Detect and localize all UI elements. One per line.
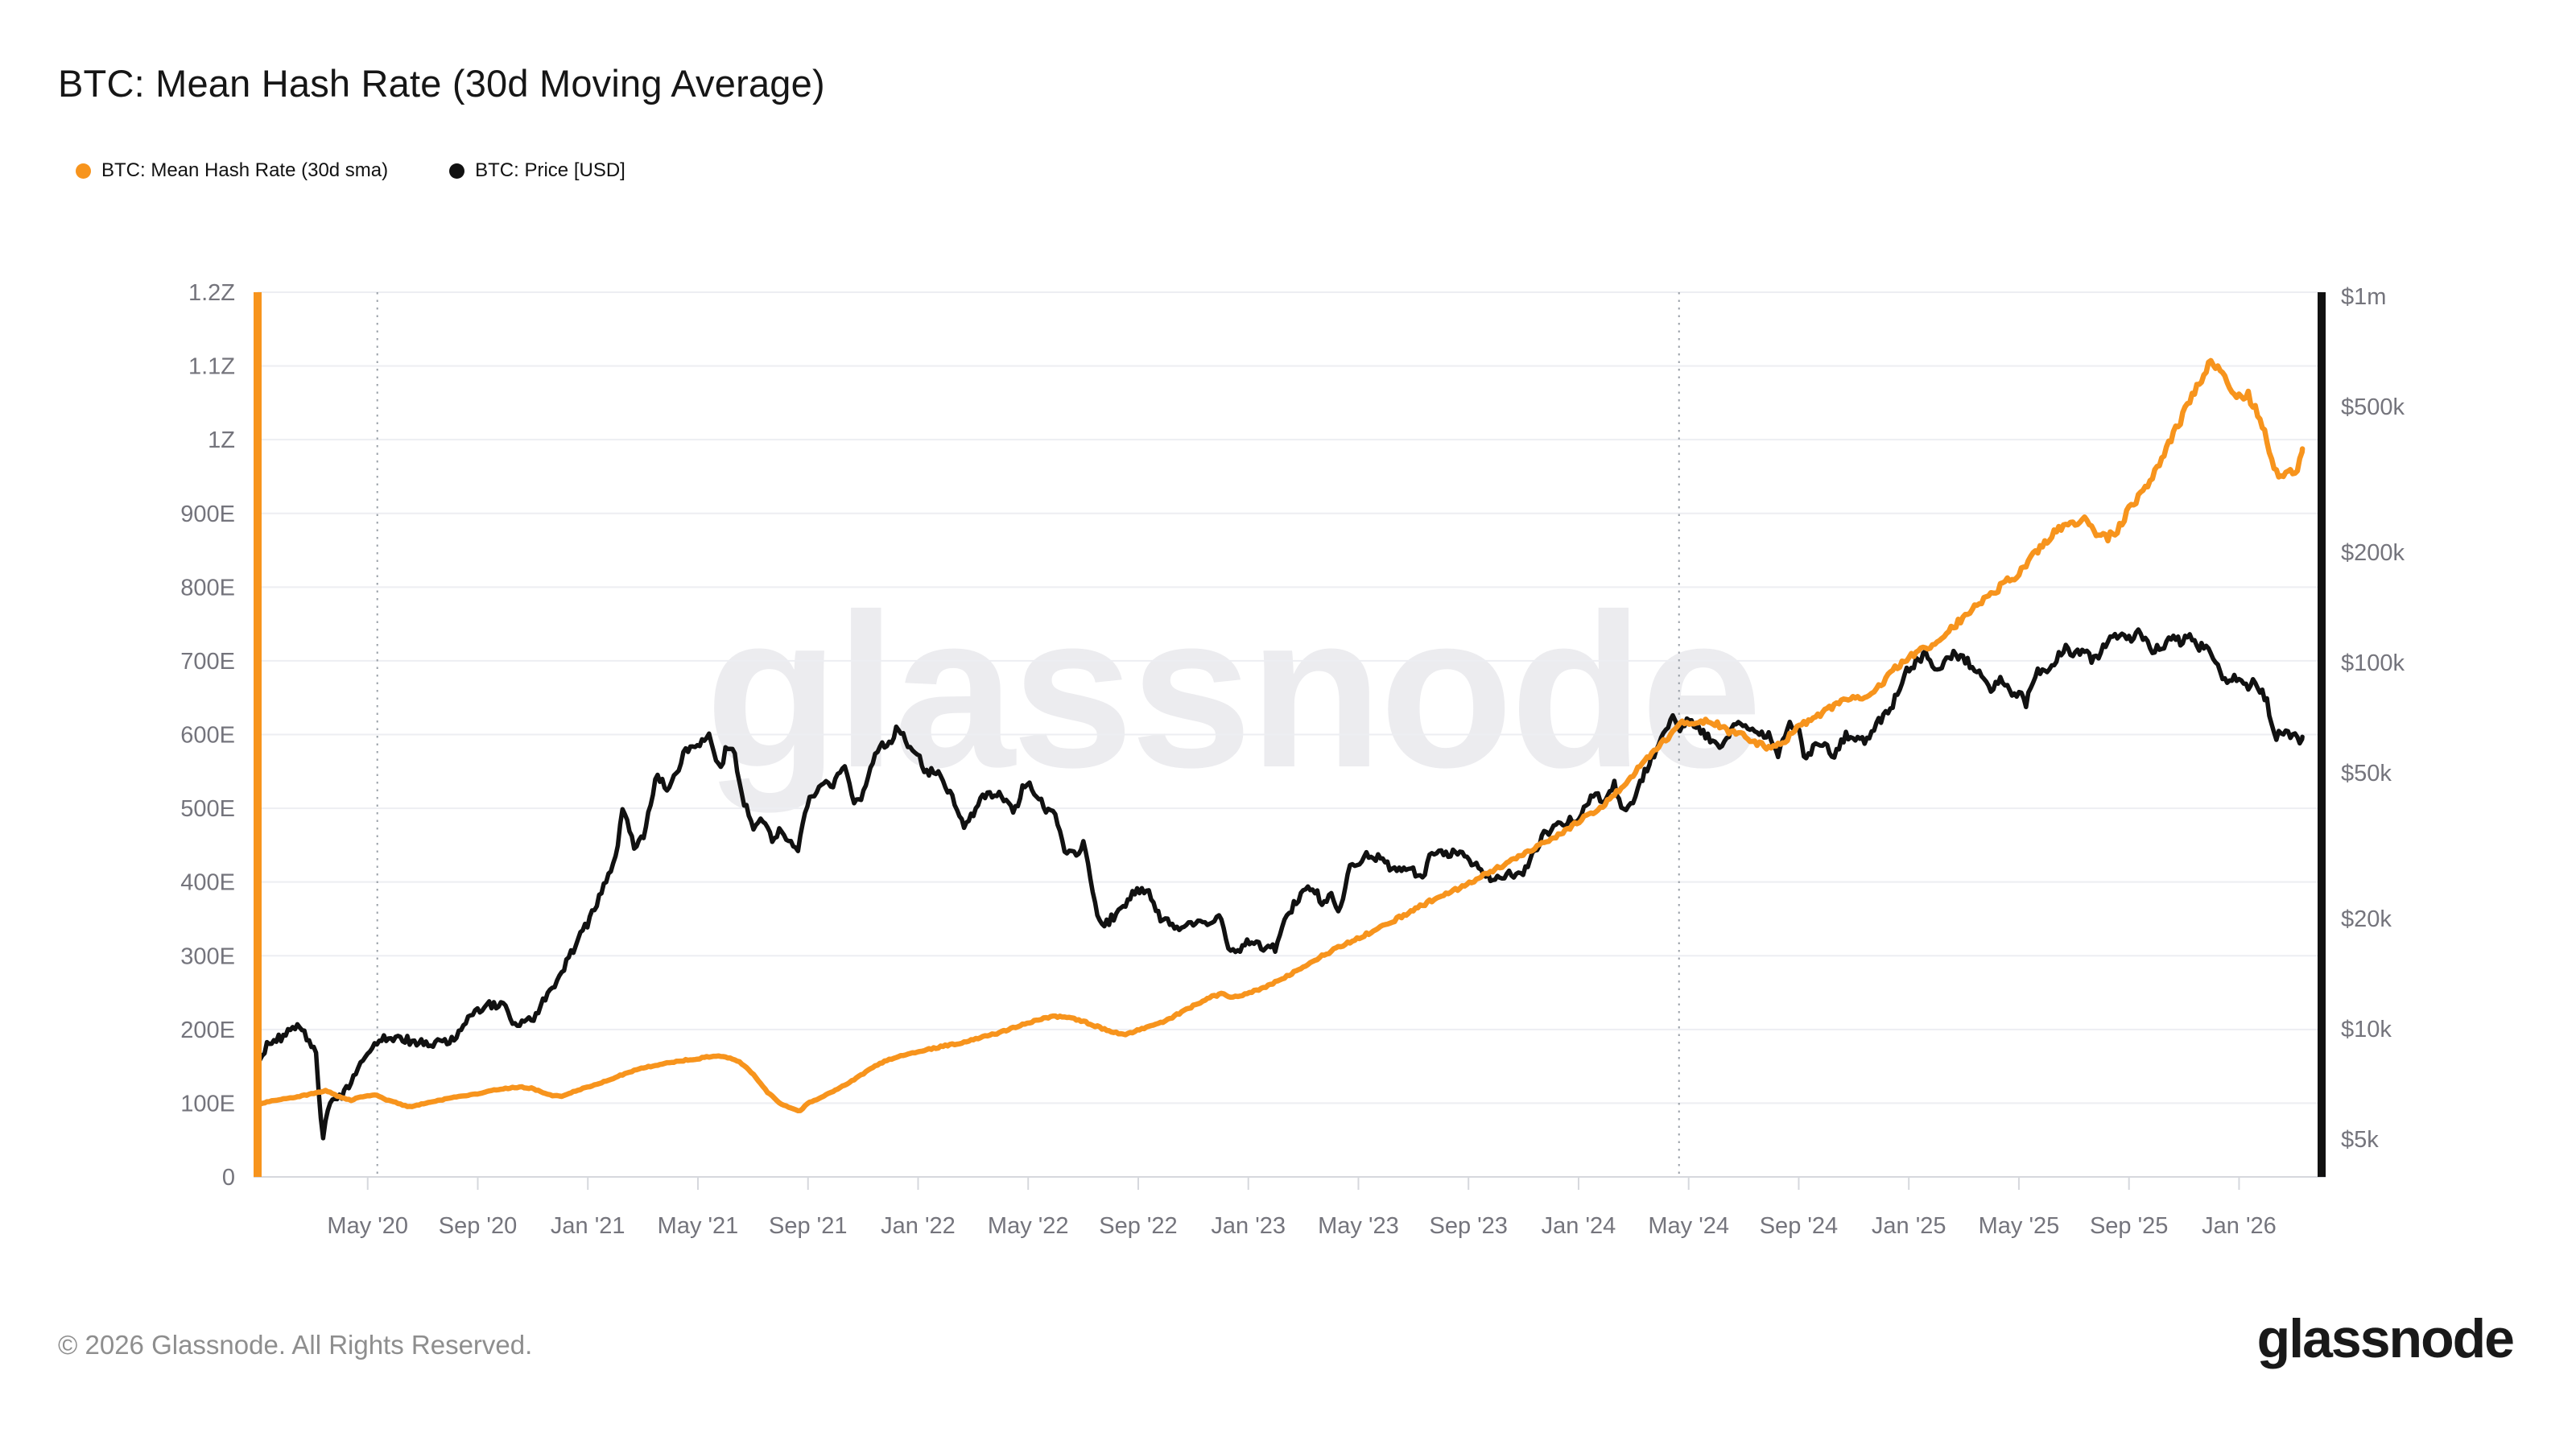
glassnode-watermark: glassnode — [705, 568, 1762, 813]
x-tick-label: Jan '23 — [1211, 1213, 1286, 1239]
x-tick-label: Sep '24 — [1760, 1213, 1838, 1239]
x-tick-label: Jan '24 — [1542, 1213, 1616, 1239]
right-axis-label: $20k — [2341, 906, 2392, 932]
x-tick-label: May '23 — [1318, 1213, 1399, 1239]
left-axis-label: 700E — [180, 649, 235, 675]
x-tick-label: Sep '20 — [439, 1213, 517, 1239]
left-axis-label: 1Z — [208, 427, 235, 453]
legend-label-hashrate: BTC: Mean Hash Rate (30d sma) — [101, 159, 389, 181]
right-axis-label: $200k — [2341, 540, 2405, 566]
legend-item-hashrate[interactable]: BTC: Mean Hash Rate (30d sma) — [76, 159, 388, 182]
right-axis-label: $100k — [2341, 650, 2405, 676]
price-line — [255, 627, 2305, 1141]
left-axis-label: 300E — [180, 943, 235, 969]
right-axis-bar — [2318, 292, 2326, 1177]
x-tick-label: Sep '23 — [1429, 1213, 1507, 1239]
right-axis-label: $1m — [2341, 284, 2386, 310]
copyright-text: © 2026 Glassnode. All Rights Reserved. — [58, 1330, 533, 1360]
x-tick-label: May '24 — [1648, 1213, 1729, 1239]
x-tick-label: May '21 — [658, 1213, 739, 1239]
right-axis-label: $50k — [2341, 761, 2392, 786]
glassnode-logo: glassnode — [2256, 1308, 2515, 1369]
legend-item-price[interactable]: BTC: Price [USD] — [449, 159, 625, 182]
left-axis-label: 900E — [180, 502, 235, 527]
left-axis-bar — [254, 292, 262, 1177]
left-axis-label: 100E — [180, 1091, 235, 1117]
left-axis-label: 1.1Z — [188, 354, 235, 380]
left-axis-label: 0 — [222, 1165, 235, 1191]
x-tick-label: Jan '26 — [2202, 1213, 2277, 1239]
legend-dot-hashrate-icon — [76, 163, 91, 179]
legend-label-price: BTC: Price [USD] — [475, 159, 625, 181]
left-axis-label: 200E — [180, 1018, 235, 1043]
x-tick-label: Sep '21 — [769, 1213, 847, 1239]
right-axis-label: $5k — [2341, 1127, 2379, 1153]
x-tick-label: Jan '21 — [551, 1213, 625, 1239]
x-tick-label: Sep '22 — [1099, 1213, 1177, 1239]
x-tick-label: Jan '22 — [881, 1213, 956, 1239]
x-tick-label: Jan '25 — [1872, 1213, 1946, 1239]
right-axis-label: $10k — [2341, 1017, 2392, 1042]
x-tick-label: May '22 — [988, 1213, 1069, 1239]
legend-dot-price-icon — [449, 163, 465, 179]
x-tick-label: May '25 — [1979, 1213, 2060, 1239]
x-tick-label: May '20 — [327, 1213, 408, 1239]
left-axis-label: 500E — [180, 796, 235, 822]
legend: BTC: Mean Hash Rate (30d sma) BTC: Price… — [76, 159, 625, 182]
page-title: BTC: Mean Hash Rate (30d Moving Average) — [58, 62, 825, 105]
right-axis-label: $500k — [2341, 394, 2405, 420]
left-axis-label: 1.2Z — [188, 280, 235, 306]
left-axis-label: 800E — [180, 575, 235, 601]
left-axis-label: 600E — [180, 723, 235, 749]
x-tick-label: Sep '25 — [2090, 1213, 2168, 1239]
left-axis-label: 400E — [180, 870, 235, 896]
hashrate-line — [254, 357, 2306, 1114]
